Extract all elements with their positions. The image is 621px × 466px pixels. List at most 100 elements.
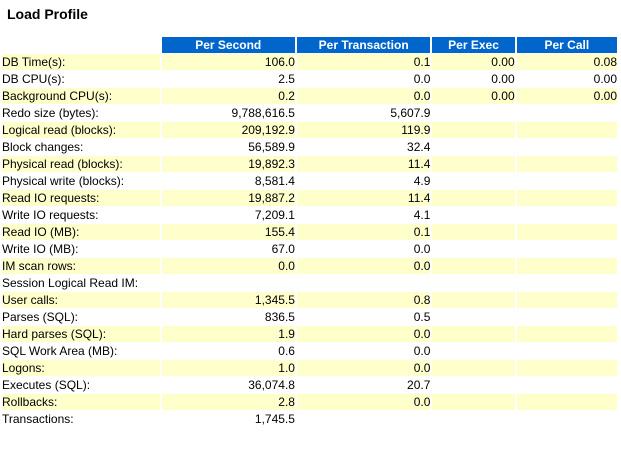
cell-per-call [516,292,617,308]
cell-per-transaction: 5,607.9 [296,105,431,121]
cell-per-exec [432,411,515,427]
cell-per-call [516,105,617,121]
row-label: Session Logical Read IM: [2,275,160,291]
table-row: Rollbacks: 2.8 0.0 [2,394,617,410]
cell-per-transaction: 0.1 [296,224,431,240]
cell-per-transaction: 11.4 [296,156,431,172]
cell-per-call [516,360,617,376]
cell-per-transaction: 32.4 [296,139,431,155]
load-profile-table: Per Second Per Transaction Per Exec Per … [0,36,619,428]
cell-per-exec [432,275,515,291]
row-label: Transactions: [2,411,160,427]
header-per-transaction: Per Transaction [296,37,431,53]
cell-per-call [516,139,617,155]
cell-per-exec [432,207,515,223]
cell-per-transaction [296,275,431,291]
cell-per-transaction: 4.1 [296,207,431,223]
cell-per-second: 56,589.9 [161,139,295,155]
cell-per-second [161,275,295,291]
header-label-spacer [2,37,160,53]
cell-per-second: 9,788,616.5 [161,105,295,121]
cell-per-second: 1,745.5 [161,411,295,427]
page-title: Load Profile [7,6,88,22]
cell-per-transaction: 0.0 [296,326,431,342]
cell-per-transaction: 0.0 [296,71,431,87]
cell-per-call [516,156,617,172]
cell-per-second: 209,192.9 [161,122,295,138]
table-row: DB Time(s): 106.0 0.1 0.00 0.08 [2,54,617,70]
cell-per-call [516,377,617,393]
cell-per-exec [432,343,515,359]
table-row: Physical write (blocks): 8,581.4 4.9 [2,173,617,189]
cell-per-exec [432,292,515,308]
cell-per-second: 36,074.8 [161,377,295,393]
table-row: Background CPU(s): 0.2 0.0 0.00 0.00 [2,88,617,104]
cell-per-second: 8,581.4 [161,173,295,189]
cell-per-second: 1.9 [161,326,295,342]
cell-per-exec [432,105,515,121]
cell-per-exec [432,326,515,342]
table-header: Per Second Per Transaction Per Exec Per … [2,37,617,53]
cell-per-transaction: 0.1 [296,54,431,70]
cell-per-call [516,190,617,206]
row-label: SQL Work Area (MB): [2,343,160,359]
table-row: IM scan rows: 0.0 0.0 [2,258,617,274]
cell-per-call [516,122,617,138]
cell-per-exec [432,309,515,325]
cell-per-transaction: 119.9 [296,122,431,138]
cell-per-call [516,275,617,291]
table-row: Write IO requests: 7,209.1 4.1 [2,207,617,223]
cell-per-exec [432,241,515,257]
cell-per-call [516,326,617,342]
table-row: SQL Work Area (MB): 0.6 0.0 [2,343,617,359]
cell-per-second: 7,209.1 [161,207,295,223]
row-label: Physical write (blocks): [2,173,160,189]
cell-per-transaction: 0.0 [296,343,431,359]
cell-per-transaction: 20.7 [296,377,431,393]
cell-per-call: 0.08 [516,54,617,70]
row-label: Block changes: [2,139,160,155]
row-label: DB Time(s): [2,54,160,70]
table-row: Parses (SQL): 836.5 0.5 [2,309,617,325]
row-label: Physical read (blocks): [2,156,160,172]
row-label: IM scan rows: [2,258,160,274]
cell-per-call [516,207,617,223]
cell-per-second: 2.5 [161,71,295,87]
row-label: Write IO requests: [2,207,160,223]
cell-per-second: 2.8 [161,394,295,410]
cell-per-transaction: 11.4 [296,190,431,206]
header-per-second: Per Second [161,37,295,53]
cell-per-second: 19,887.2 [161,190,295,206]
row-label: User calls: [2,292,160,308]
cell-per-call [516,241,617,257]
row-label: Executes (SQL): [2,377,160,393]
table-row: Read IO requests: 19,887.2 11.4 [2,190,617,206]
row-label: Read IO (MB): [2,224,160,240]
cell-per-exec [432,258,515,274]
cell-per-transaction: 4.9 [296,173,431,189]
cell-per-call [516,343,617,359]
header-per-exec: Per Exec [432,37,515,53]
cell-per-call: 0.00 [516,88,617,104]
cell-per-transaction: 0.0 [296,88,431,104]
cell-per-call: 0.00 [516,71,617,87]
table-row: Write IO (MB): 67.0 0.0 [2,241,617,257]
row-label: Parses (SQL): [2,309,160,325]
row-label: Redo size (bytes): [2,105,160,121]
header-per-call: Per Call [516,37,617,53]
row-label: Write IO (MB): [2,241,160,257]
table-row: Session Logical Read IM: [2,275,617,291]
table-row: Logical read (blocks): 209,192.9 119.9 [2,122,617,138]
cell-per-exec: 0.00 [432,54,515,70]
cell-per-exec [432,394,515,410]
cell-per-exec [432,139,515,155]
table-row: Block changes: 56,589.9 32.4 [2,139,617,155]
table-row: Hard parses (SQL): 1.9 0.0 [2,326,617,342]
cell-per-transaction: 0.5 [296,309,431,325]
cell-per-second: 0.0 [161,258,295,274]
cell-per-call [516,394,617,410]
load-profile-body: DB Time(s): 106.0 0.1 0.00 0.08 DB CPU(s): 2.5… [2,54,617,427]
cell-per-transaction: 0.0 [296,394,431,410]
cell-per-exec [432,190,515,206]
cell-per-second: 106.0 [161,54,295,70]
